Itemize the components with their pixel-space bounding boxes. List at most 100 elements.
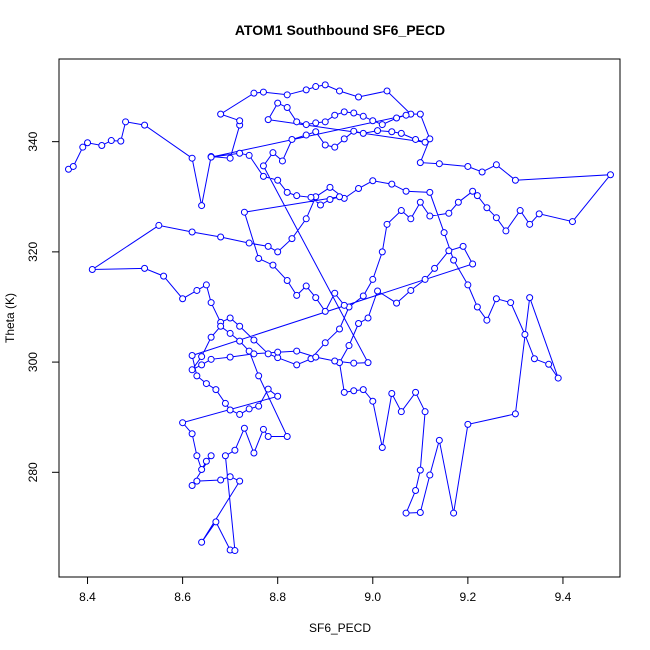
data-point bbox=[236, 477, 244, 485]
data-point bbox=[316, 201, 324, 209]
data-point bbox=[388, 180, 396, 188]
data-point bbox=[312, 128, 320, 136]
data-point bbox=[207, 333, 215, 341]
data-point bbox=[426, 471, 434, 479]
data-point bbox=[464, 420, 472, 428]
data-point bbox=[454, 198, 462, 206]
data-point bbox=[412, 388, 420, 396]
data-point bbox=[459, 242, 467, 250]
data-point bbox=[336, 325, 343, 333]
data-point bbox=[188, 154, 196, 162]
data-point bbox=[274, 392, 282, 400]
data-point bbox=[212, 518, 220, 526]
data-point bbox=[302, 86, 310, 94]
data-point bbox=[340, 301, 348, 309]
data-point bbox=[340, 108, 348, 116]
data-point bbox=[84, 139, 92, 147]
data-point bbox=[179, 295, 187, 303]
data-point bbox=[450, 256, 458, 264]
data-point bbox=[240, 208, 248, 216]
data-point bbox=[407, 286, 415, 294]
data-point bbox=[198, 361, 206, 369]
data-point bbox=[312, 353, 320, 361]
data-point bbox=[326, 183, 334, 191]
data-point bbox=[416, 466, 424, 474]
data-point bbox=[350, 127, 358, 135]
data-point bbox=[606, 171, 614, 179]
data-point bbox=[364, 314, 372, 322]
data-point bbox=[264, 350, 272, 358]
data-point bbox=[202, 457, 210, 465]
data-point bbox=[321, 307, 329, 315]
data-point bbox=[350, 359, 358, 367]
data-point bbox=[202, 380, 210, 388]
data-point bbox=[207, 452, 215, 460]
data-point bbox=[369, 177, 377, 185]
data-point bbox=[179, 419, 187, 427]
data-point bbox=[188, 351, 196, 359]
data-point bbox=[450, 509, 458, 517]
data-point bbox=[302, 282, 310, 290]
data-point bbox=[293, 192, 301, 200]
data-point bbox=[364, 359, 372, 367]
data-point bbox=[217, 110, 225, 118]
data-point bbox=[264, 432, 272, 440]
data-point bbox=[331, 357, 339, 365]
data-point bbox=[359, 129, 367, 137]
data-point bbox=[293, 347, 301, 355]
data-point bbox=[236, 117, 244, 125]
data-point bbox=[141, 121, 149, 129]
data-point bbox=[359, 386, 367, 394]
y-axis: 280 300 320 340 bbox=[26, 131, 60, 482]
data-point bbox=[388, 128, 396, 136]
data-point bbox=[107, 137, 115, 145]
data-point bbox=[217, 476, 225, 484]
data-point bbox=[397, 129, 405, 137]
data-point bbox=[402, 187, 410, 195]
data-point bbox=[69, 162, 77, 170]
data-point bbox=[88, 266, 96, 274]
data-point bbox=[255, 372, 263, 380]
data-point bbox=[440, 229, 448, 237]
x-tick-label: 9.0 bbox=[364, 590, 381, 604]
y-tick-label: 300 bbox=[26, 352, 40, 372]
data-point bbox=[492, 295, 500, 303]
data-point bbox=[412, 486, 420, 494]
data-point bbox=[502, 227, 510, 235]
data-point bbox=[302, 215, 310, 223]
data-point bbox=[193, 286, 201, 294]
data-point bbox=[383, 220, 391, 228]
data-point bbox=[321, 141, 329, 149]
data-point bbox=[188, 482, 196, 490]
data-point bbox=[188, 430, 196, 438]
data-point bbox=[193, 477, 201, 485]
data-point bbox=[554, 374, 562, 382]
series-points bbox=[65, 81, 614, 555]
data-point bbox=[388, 389, 396, 397]
data-point bbox=[198, 353, 206, 361]
x-tick-label: 8.6 bbox=[174, 590, 191, 604]
data-point bbox=[288, 235, 296, 243]
data-point bbox=[402, 509, 410, 517]
data-point bbox=[307, 193, 315, 201]
data-point bbox=[226, 154, 234, 162]
data-point bbox=[122, 118, 130, 126]
data-point bbox=[245, 239, 253, 247]
data-point bbox=[264, 385, 272, 393]
data-point bbox=[226, 353, 234, 361]
data-point bbox=[207, 355, 215, 363]
chart-title: ATOM1 Southbound SF6_PECD bbox=[235, 22, 445, 38]
data-point bbox=[483, 316, 491, 324]
data-point bbox=[507, 299, 515, 307]
data-point bbox=[473, 303, 481, 311]
data-point bbox=[340, 388, 348, 396]
data-point bbox=[393, 299, 401, 307]
data-point bbox=[421, 275, 429, 283]
data-point bbox=[255, 402, 263, 410]
data-point bbox=[274, 348, 282, 356]
data-point bbox=[283, 103, 291, 111]
data-point bbox=[217, 233, 225, 241]
data-point bbox=[312, 83, 320, 91]
data-point bbox=[207, 153, 215, 161]
